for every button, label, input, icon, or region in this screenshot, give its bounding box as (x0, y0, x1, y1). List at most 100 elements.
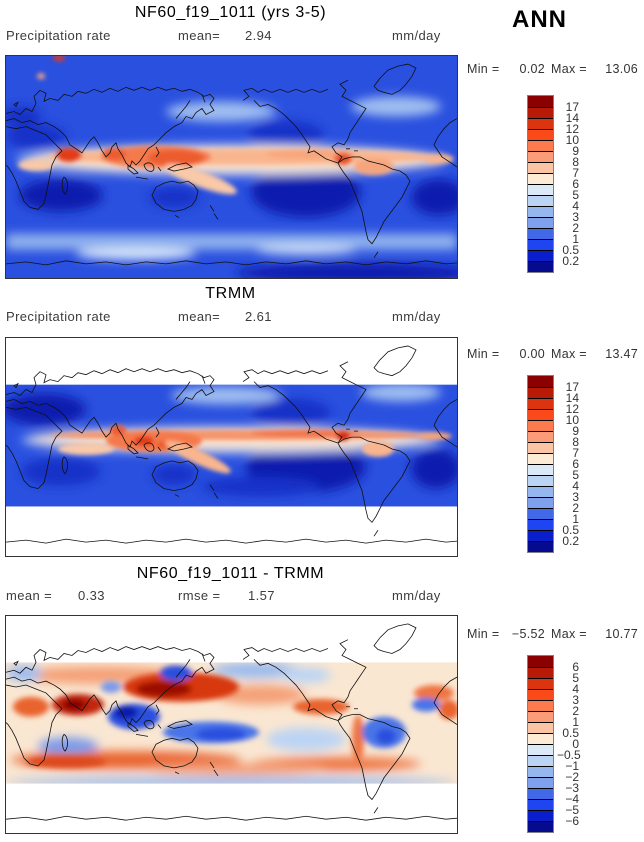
colorbar-segment (528, 261, 553, 272)
colorbar-tick-label: 6 (572, 457, 579, 471)
colorbar-tick-label: 7 (572, 166, 579, 180)
colorbar-segment (528, 733, 553, 744)
panel-model-stats-row: Precipitation rate mean= 2.94 mm/day (0, 28, 644, 46)
colorbar-tick-label: 3 (572, 490, 579, 504)
variable-label: Precipitation rate (6, 28, 111, 43)
colorbar-tick-label: 9 (572, 144, 579, 158)
colorbar-segment (528, 711, 553, 722)
units-label: mm/day (392, 588, 441, 603)
colorbar-tick-label: −3 (565, 781, 579, 795)
colorbar-tick-label: 17 (565, 100, 579, 114)
min-label: Min = (467, 627, 500, 641)
colorbar-tick-label: −0.5 (557, 748, 581, 762)
colorbar-segment (528, 442, 553, 453)
colorbar-tick-label: 0.5 (562, 523, 579, 537)
colorbar-tick-label: 4 (572, 479, 579, 493)
mean-value: 0.33 (78, 588, 105, 603)
colorbar-tick-label: 5 (572, 188, 579, 202)
max-value: 13.06 (605, 62, 638, 76)
mean-value: 2.61 (245, 309, 272, 324)
map-diff-precip (5, 615, 458, 834)
colorbar-segment (528, 667, 553, 678)
panel-obs-minmax: Min = 0.00 Max = 13.47 (0, 347, 644, 363)
mean-value: 2.94 (245, 28, 272, 43)
colorbar-tick-label: 4 (572, 199, 579, 213)
colorbar-tick-label: 14 (565, 111, 579, 125)
colorbar-segment (528, 228, 553, 239)
colorbar-tick-label: 17 (565, 380, 579, 394)
colorbar-tick-label: 14 (565, 391, 579, 405)
max-value: 13.47 (605, 347, 638, 361)
colorbar-segment (528, 530, 553, 541)
colorbar-tick-label: 3 (572, 693, 579, 707)
min-value: 0.02 (519, 62, 545, 76)
max-label: Max = (551, 627, 587, 641)
colorbar-segment (528, 250, 553, 261)
world-map-diff (6, 616, 457, 833)
colorbar-segment (528, 689, 553, 700)
colorbar-tick-label: 6 (572, 660, 579, 674)
colorbar-tick-label: 1 (572, 512, 579, 526)
colorbar-tick-label: 0 (572, 737, 579, 751)
panel-model-minmax: Min = 0.02 Max = 13.06 (0, 62, 644, 78)
colorbar-tick-label: 5 (572, 671, 579, 685)
colorbar-tick-label: 8 (572, 435, 579, 449)
panel-model-title: NF60_f19_1011 (yrs 3-5) (134, 4, 327, 21)
colorbar-segment (528, 508, 553, 519)
season-label: ANN (512, 6, 567, 33)
map-obs-precip (5, 337, 458, 557)
colorbar-segment (528, 376, 553, 387)
colorbar-tick-label: 0.5 (562, 726, 579, 740)
colorbar-tick-label: −5 (565, 803, 579, 817)
colorbar-tick-label: 12 (565, 402, 579, 416)
coastlines (6, 345, 457, 544)
rmse-value: 1.57 (248, 588, 275, 603)
panel-diff-title: NF60_f19_1011 - TRMM (136, 565, 325, 582)
colorbar-obs: 17 14 12 10 9 8 7 6 5 4 3 2 1 0.5 0.2 (527, 375, 597, 555)
colorbar-segment (528, 755, 553, 766)
min-label: Min = (467, 62, 500, 76)
colorbar-segment (528, 420, 553, 431)
precip-field-layer (6, 384, 457, 507)
min-value: 0.00 (519, 347, 545, 361)
colorbar-tick-label: 4 (572, 682, 579, 696)
mean-label: mean= (178, 309, 221, 324)
colorbar-segment (528, 475, 553, 486)
colorbar-tick-label: 10 (565, 133, 579, 147)
colorbar-segment (528, 464, 553, 475)
colorbar-segment (528, 497, 553, 508)
min-label: Min = (467, 347, 500, 361)
colorbar-segment (528, 486, 553, 497)
colorbar-segment (528, 777, 553, 788)
colorbar-segment (528, 184, 553, 195)
colorbar-segment (528, 96, 553, 107)
colorbar-tick-labels: 17 14 12 10 9 8 7 6 5 4 3 2 1 0.5 0.2 (557, 376, 579, 552)
panel-obs-title: TRMM (205, 285, 256, 302)
colorbar-segment (528, 398, 553, 409)
colorbar-segment (528, 453, 553, 464)
panel-diff-minmax: Min = −5.52 Max = 10.77 (0, 627, 644, 643)
colorbar-segment (528, 387, 553, 398)
rmse-label: rmse = (178, 588, 221, 603)
colorbar-tick-label: 10 (565, 413, 579, 427)
colorbar-segment (528, 766, 553, 777)
colorbar-segment (528, 206, 553, 217)
colorbar-segment (528, 140, 553, 151)
colorbar-segment (528, 821, 553, 832)
colorbar-model: 17 14 12 10 9 8 7 6 5 4 3 2 1 0.5 0.2 (527, 95, 597, 275)
colorbar-tick-label: 12 (565, 122, 579, 136)
colorbar-segment (528, 744, 553, 755)
colorbar-segment (528, 788, 553, 799)
colorbar-tick-label: 8 (572, 155, 579, 169)
colorbar-segment (528, 722, 553, 733)
panel-obs-stats-row: Precipitation rate mean= 2.61 mm/day (0, 309, 644, 327)
colorbar-segment (528, 810, 553, 821)
colorbar-bar (527, 655, 554, 833)
colorbar-segment (528, 431, 553, 442)
colorbar-segment (528, 217, 553, 228)
world-map-model (6, 56, 457, 278)
colorbar-tick-label: 6 (572, 177, 579, 191)
coastlines (6, 623, 457, 821)
colorbar-segment (528, 678, 553, 689)
